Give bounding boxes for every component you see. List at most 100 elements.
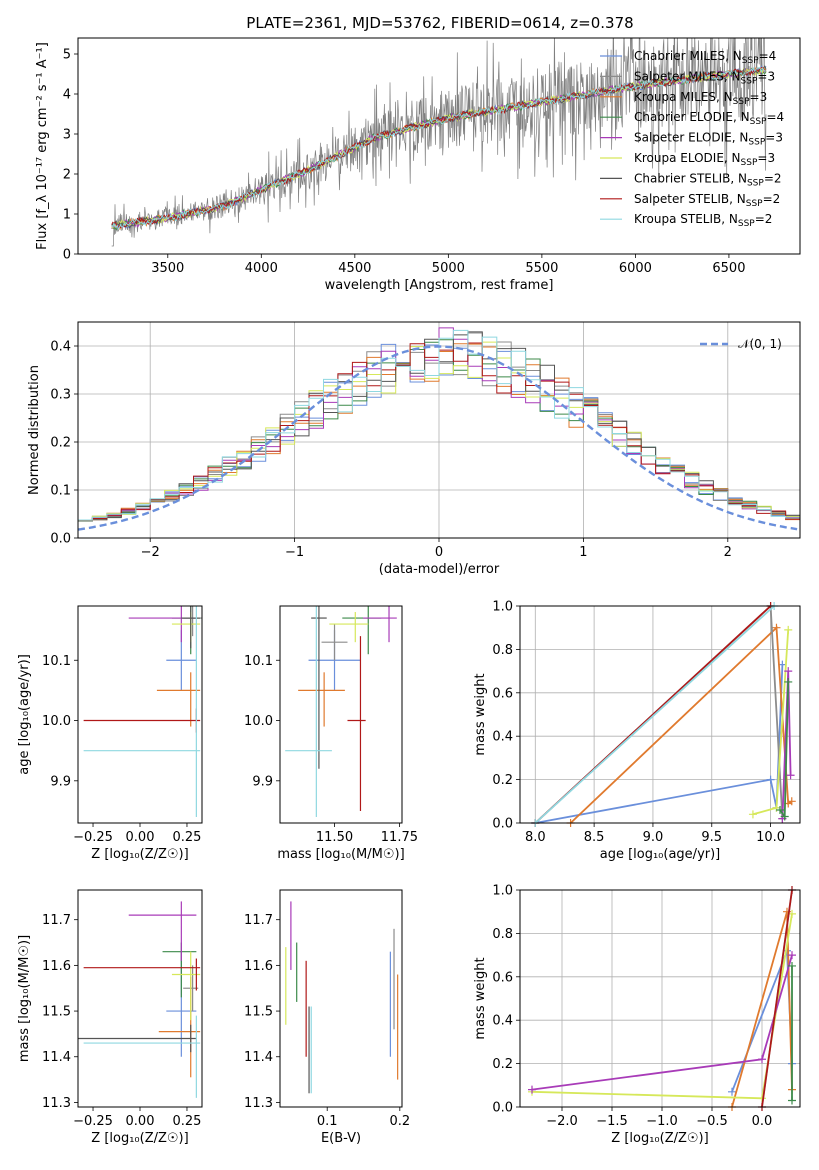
mass-ebv-ytick-label: 11.6 (244, 959, 273, 974)
legend-subscript: SSP (747, 178, 764, 188)
age-mass-ytick-label: 10.0 (244, 714, 273, 729)
legend-label: Kroupa ELODIE, NSSP=3 (634, 151, 775, 168)
weight-age-frame (519, 605, 801, 824)
mass-z-frame (77, 889, 203, 1108)
residuals-xtick-label: 0 (435, 545, 443, 560)
legend-subscript: SSP (738, 219, 755, 229)
weight-z-point-marker (788, 961, 796, 970)
legend-label: Salpeter STELIB, NSSP=2 (634, 192, 780, 209)
residuals-ytick-label: 0.2 (50, 436, 71, 451)
legend-subscript: SSP (741, 76, 758, 86)
weight-age-xtick-label: 8.0 (525, 830, 546, 845)
age-z-xtick-label: 0.25 (172, 830, 201, 845)
mass-z-ytick-label: 11.3 (42, 1096, 71, 1111)
age-mass-xtick-label: 11.50 (316, 830, 353, 845)
mass-ebv-xlabel: E(B-V) (321, 1131, 361, 1146)
residuals-xtick-label: −1 (285, 545, 304, 560)
weight-z-frame (519, 889, 801, 1108)
mass-z-axes: −0.25 0.00 0.25 11.3 11.4 11.5 11.6 11.7 Z [log₁… (17, 913, 201, 1146)
spectrum-ytick-label: 1 (63, 208, 71, 223)
weight-z-series-line (761, 890, 793, 1107)
mass-ebv-ytick-label: 11.3 (244, 1096, 273, 1111)
spectrum-xlabel: wavelength [Angstrom, rest frame] (325, 278, 554, 293)
age-z-xtick-label: 0.00 (126, 830, 155, 845)
weight-age-xtick-label: 9.0 (643, 830, 664, 845)
legend-label-rest: =3 (757, 151, 775, 165)
weight-z-xtick-label: −0.5 (696, 1114, 728, 1129)
age-mass-xtick-label: 11.75 (381, 830, 418, 845)
legend-label-rest: =3 (757, 69, 775, 83)
weight-z-xtick-label: 0.0 (752, 1114, 773, 1129)
weight-z-point-marker (788, 1096, 796, 1105)
figure-title: PLATE=2361, MJD=53762, FIBERID=0614, z=0… (246, 14, 633, 32)
residuals-ytick-label: 0.3 (50, 388, 71, 403)
weight-age-xlabel: age [log₁₀(age/yr)] (600, 847, 721, 862)
spectrum-ytick-label: 4 (63, 88, 71, 103)
histogram-step-line (78, 329, 800, 521)
mass-z-xtick-label: −0.25 (73, 1114, 113, 1129)
weight-z-xlabel: Z [log₁₀(Z/Z☉)] (611, 1131, 708, 1146)
weight-age-series-line (569, 625, 793, 823)
spectrum-xtick-label: 4000 (245, 261, 278, 276)
legend-subscript: SSP (748, 138, 765, 148)
spectrum-ylabel: Flux [f_λ 10⁻¹⁷ erg cm⁻² s⁻¹ A⁻¹] (35, 42, 50, 250)
weight-age-point-marker (784, 625, 793, 634)
mass-ebv-frame (279, 889, 403, 1108)
weight-age-point-marker (748, 810, 757, 819)
weight-age-xtick-label: 9.5 (701, 830, 722, 845)
spectrum-ytick-label: 0 (63, 248, 71, 263)
weight-age-ytick-label: 0.2 (492, 773, 513, 788)
mass-z-xlabel: Z [log₁₀(Z/Z☉)] (91, 1131, 188, 1146)
mass-z-ytick-label: 11.4 (42, 1050, 71, 1065)
residuals-xlabel: (data-model)/error (379, 562, 500, 577)
weight-z-point-marker (728, 1087, 736, 1096)
legend-label: Chabrier MILES, NSSP=4 (634, 49, 776, 66)
spectrum-legend: Chabrier MILES, NSSP=4 Salpeter MILES, NS… (600, 49, 784, 229)
legend-label-rest: =4 (759, 49, 777, 63)
weight-age-series-line (534, 606, 775, 823)
legend-subscript: SSP (741, 158, 758, 168)
spectrum-xtick-label: 4500 (338, 261, 371, 276)
weight-age-ytick-label: 0.0 (492, 817, 513, 832)
legend-subscript: SSP (746, 199, 763, 209)
mass-z-xtick-label: 0.00 (126, 1114, 155, 1129)
age-mass-xlabel: mass [log₁₀(M/M☉)] (277, 847, 404, 862)
weight-z-point-marker (758, 1055, 766, 1064)
weight-z-ylabel: mass weight (473, 957, 488, 1039)
mass-ebv-ytick-label: 11.7 (244, 913, 273, 928)
weight-age-xtick-label: 10.0 (756, 830, 785, 845)
legend-label-rest: =3 (750, 90, 768, 104)
residuals-frame (77, 321, 801, 539)
weight-z-ytick-label: 0.0 (492, 1101, 513, 1116)
weight-z-xtick-label: −1.0 (646, 1114, 678, 1129)
age-z-ytick-label: 10.1 (42, 654, 71, 669)
weight-z-ytick-label: 1.0 (492, 884, 513, 899)
spectrum-xtick-label: 5000 (432, 261, 465, 276)
weight-age-point-marker (786, 771, 795, 780)
mass-ebv-xtick-label: 0.2 (389, 1114, 410, 1129)
age-mass-frame (279, 605, 403, 824)
weight-age-point-marker (772, 803, 781, 812)
spectrum-ytick-label: 2 (63, 168, 71, 183)
legend-label: Chabrier ELODIE, NSSP=4 (634, 110, 784, 127)
legend-subscript: SSP (742, 56, 759, 66)
legend-label: Salpeter MILES, NSSP=3 (634, 69, 775, 86)
weight-age-ytick-label: 0.4 (492, 730, 513, 745)
weight-age-point-marker (766, 775, 775, 784)
mass-ebv-ytick-label: 11.5 (244, 1005, 273, 1020)
residuals-xtick-label: 2 (724, 545, 732, 560)
weight-z-ytick-label: 0.8 (492, 927, 513, 942)
mass-z-xtick-label: 0.25 (172, 1114, 201, 1129)
legend-label: Kroupa STELIB, NSSP=2 (634, 212, 772, 229)
residuals-xtick-label: 1 (579, 545, 587, 560)
weight-age-point-marker (772, 623, 781, 632)
mass-ebv-axes: 0.1 0.2 11.3 11.4 11.5 11.6 11.7 E(B-V) (244, 913, 410, 1146)
residuals-axes: −2 −1 0 1 2 0.0 0.1 0.2 0.3 0.4 (data-model)/error… (27, 322, 800, 577)
mass-z-ytick-label: 11.6 (42, 959, 71, 974)
weight-age-point-marker (776, 805, 784, 814)
residuals-ylabel: Normed distribution (27, 365, 42, 495)
weight-age-point-marker (784, 677, 793, 686)
mass-z-ytick-label: 11.5 (42, 1005, 71, 1020)
panels: 3500 4000 4500 5000 5500 6000 6500 0 1 2 3 4 5 wavele… (17, 37, 801, 1146)
